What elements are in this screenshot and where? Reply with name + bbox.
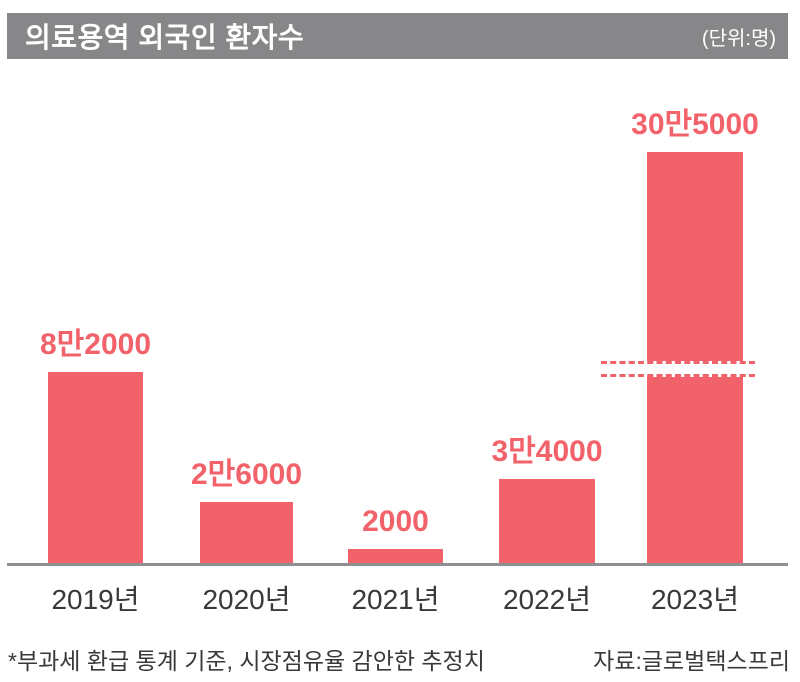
- source-label: 자료:글로벌택스프리: [593, 648, 790, 674]
- chart-title: 의료용역 외국인 환자수: [25, 22, 305, 53]
- x-axis-label-2022년: 2022년: [502, 584, 592, 615]
- bar-2019년: [48, 372, 143, 563]
- bar-2020년: [200, 502, 293, 563]
- bar-value-label-2023년: 30만5000: [631, 108, 759, 141]
- x-axis-label-2021년: 2021년: [351, 584, 440, 615]
- footer: *부과세 환급 통계 기준, 시장점유율 감안한 추정치 자료:글로벌택스프리: [8, 642, 790, 676]
- bar-2021년: [348, 549, 443, 563]
- bar-2022년: [499, 479, 595, 563]
- x-axis-label-2019년: 2019년: [51, 584, 140, 615]
- bar-value-label-2022년: 3만4000: [491, 435, 603, 468]
- axis-break-marker: [601, 361, 755, 377]
- bar-value-label-2019년: 8만2000: [39, 328, 152, 361]
- header-bar: 의료용역 외국인 환자수 (단위:명): [7, 13, 788, 59]
- bar-value-label-2020년: 2만6000: [190, 458, 303, 491]
- x-axis-label-2023년: 2023년: [650, 584, 740, 615]
- bar-value-label-2021년: 2000: [362, 505, 429, 538]
- x-axis-line: [7, 563, 788, 566]
- x-axis-label-2020년: 2020년: [202, 584, 291, 615]
- bar-2023년: [647, 152, 743, 563]
- unit-label: (단위:명): [701, 27, 776, 50]
- footnote: *부과세 환급 통계 기준, 시장점유율 감안한 추정치: [8, 648, 485, 674]
